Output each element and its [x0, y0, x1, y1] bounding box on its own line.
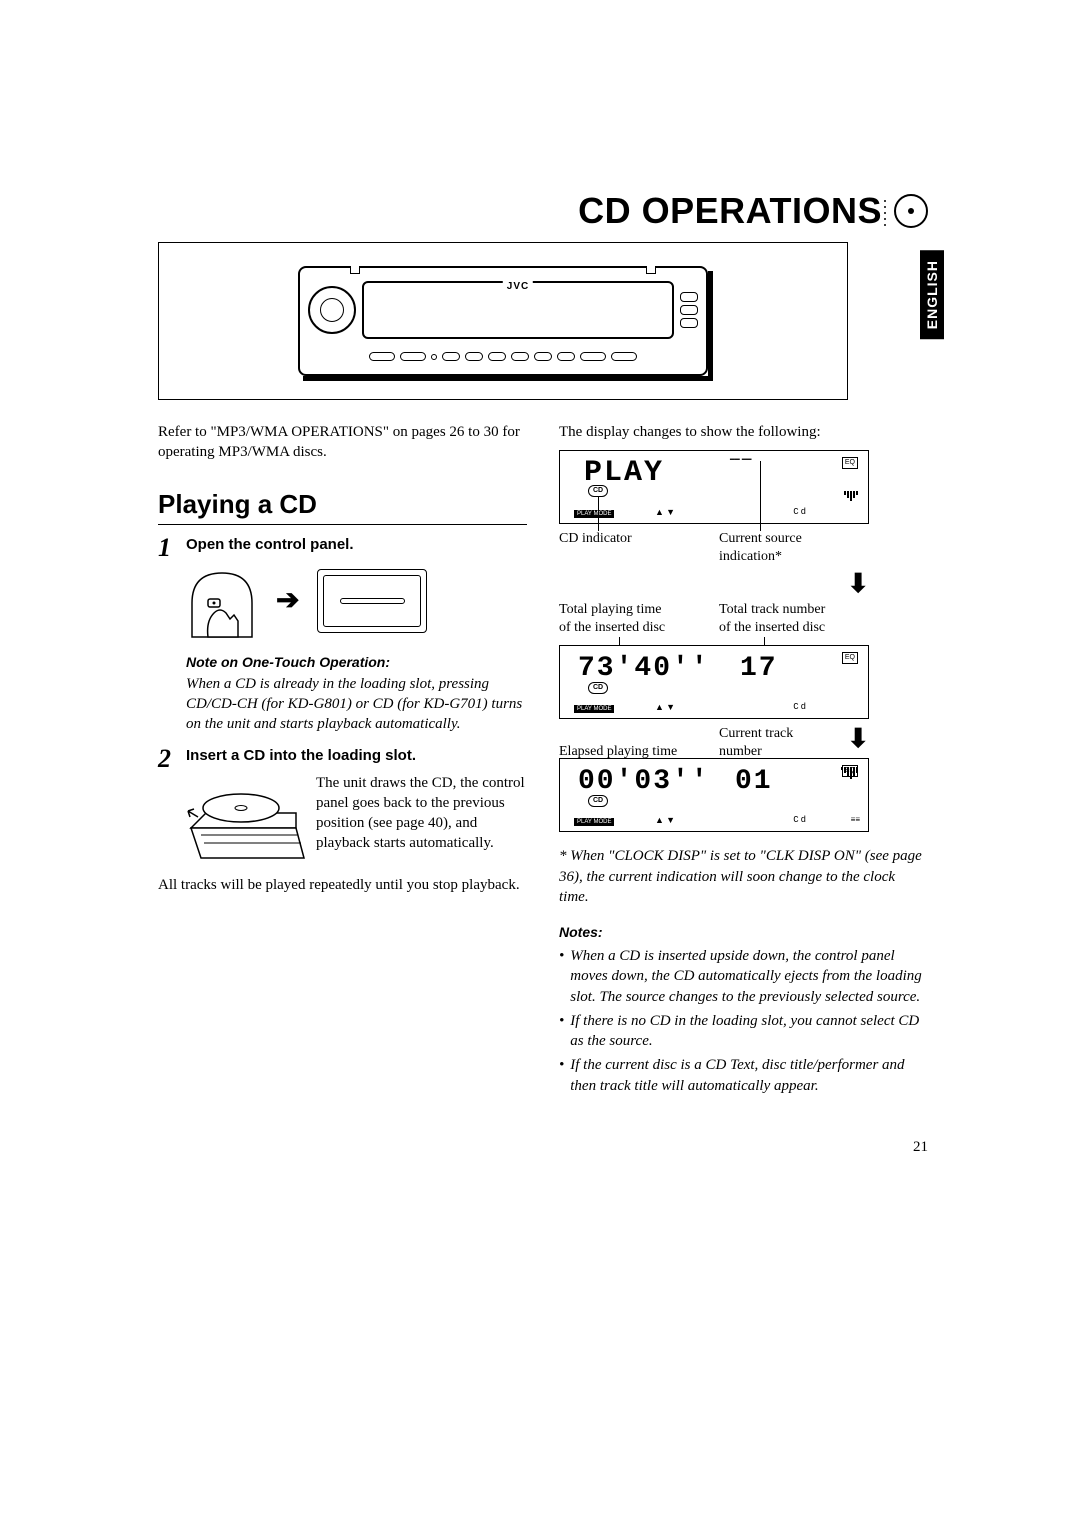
knob-icon — [308, 286, 356, 334]
footnote-text: * When "CLOCK DISP" is set to "CLK DISP … — [559, 846, 928, 907]
notes-list: When a CD is inserted upside down, the c… — [559, 946, 928, 1096]
callout-label: of the inserted disc — [559, 619, 665, 638]
callout-label: indication* — [719, 548, 782, 567]
cd-text-indicator: Cd — [793, 701, 808, 713]
step-body-text: The unit draws the CD, the control panel… — [316, 773, 527, 859]
step-after-text: All tracks will be played repeatedly unt… — [158, 875, 527, 895]
manual-page: CD OPERATIONS ENGLISH JVC — [158, 190, 928, 1100]
callout-label: Total track number — [719, 601, 825, 620]
callout-label: Total playing time — [559, 601, 661, 620]
callout-label: of the inserted disc — [719, 619, 825, 638]
step-2: 2 Insert a CD into the loading slot. — [158, 746, 527, 862]
cd-text-indicator: Cd — [793, 814, 808, 826]
page-title: CD OPERATIONS — [578, 190, 882, 232]
cd-indicator: CD — [588, 485, 608, 496]
header-row: CD OPERATIONS — [158, 190, 928, 232]
cd-indicator: CD — [588, 682, 608, 693]
note-subheading: Note on One-Touch Operation: — [186, 653, 527, 672]
arrow-right-icon: ➔ — [276, 582, 299, 620]
language-tab: ENGLISH — [920, 250, 944, 339]
display-totals: 73'40'' 17 CD EQ PLAY MODE ▲ ▼ Cd — [559, 645, 869, 719]
play-mode-indicator: PLAY MODE — [574, 510, 614, 518]
left-column: Refer to "MP3/WMA OPERATIONS" on pages 2… — [158, 422, 527, 1100]
panel-open-icon — [317, 569, 427, 633]
step-1: 1 Open the control panel. ➔ — [158, 535, 527, 735]
cd-indicator: CD — [588, 795, 608, 806]
cd-text-indicator: Cd — [793, 506, 808, 518]
insert-cd-icon — [186, 773, 306, 863]
step-number: 2 — [158, 746, 176, 862]
display-track: 01 — [735, 763, 773, 801]
note-item: If there is no CD in the loading slot, y… — [570, 1011, 928, 1052]
open-panel-illustration: ➔ — [186, 563, 527, 639]
eq-indicator: EQ — [842, 652, 858, 663]
step-number: 1 — [158, 535, 176, 735]
intro-text: Refer to "MP3/WMA OPERATIONS" on pages 2… — [158, 422, 527, 463]
play-mode-indicator: PLAY MODE — [574, 705, 614, 713]
section-heading: Playing a CD — [158, 487, 527, 525]
right-column: The display changes to show the followin… — [559, 422, 928, 1100]
brand-logo: JVC — [503, 281, 533, 292]
unit-screen: JVC — [362, 281, 674, 339]
side-buttons — [680, 292, 698, 328]
note-body: When a CD is already in the loading slot… — [186, 674, 527, 735]
note-item: If the current disc is a CD Text, disc t… — [570, 1055, 928, 1096]
page-number: 21 — [913, 1139, 928, 1156]
callout-label: Current source — [719, 530, 802, 549]
notes-heading: Notes: — [559, 923, 928, 942]
display-tracks: 17 — [740, 650, 778, 688]
car-stereo-diagram: JVC — [298, 266, 708, 376]
eq-indicator: EQ — [842, 457, 858, 468]
hand-press-icon — [186, 563, 258, 639]
callout-label: CD indicator — [559, 530, 632, 549]
play-mode-indicator: PLAY MODE — [574, 818, 614, 826]
arrow-down-icon: ⬇ — [559, 566, 869, 601]
callout-label: Current track — [719, 725, 793, 744]
right-intro: The display changes to show the followin… — [559, 422, 928, 442]
display-play: PLAY CD EQ PLAY MODE ▲ ▼ Cd ━━ ━━ — [559, 450, 869, 524]
display-elapsed: 00'03'' 01 CD EQ PLAY MODE ▲ ▼ Cd ≡≡ — [559, 758, 869, 832]
cd-icon — [894, 194, 928, 228]
step-heading: Open the control panel. — [186, 535, 527, 555]
step-heading: Insert a CD into the loading slot. — [186, 746, 527, 766]
note-item: When a CD is inserted upside down, the c… — [570, 946, 928, 1007]
unit-illustration-frame: JVC — [158, 242, 848, 400]
button-row — [308, 352, 698, 361]
